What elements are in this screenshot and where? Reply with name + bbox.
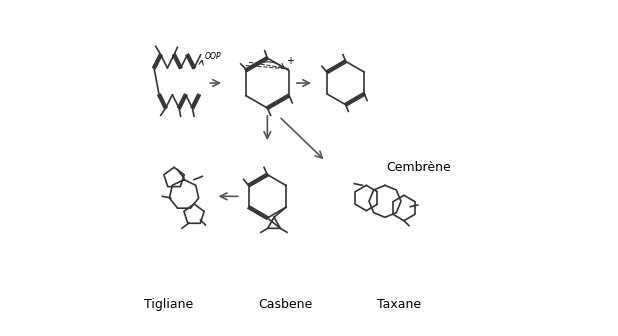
Text: Taxane: Taxane (377, 298, 421, 311)
Text: Tigliane: Tigliane (145, 298, 193, 311)
Text: Casbene: Casbene (258, 298, 313, 311)
Text: +: + (286, 56, 294, 66)
Text: OOP: OOP (205, 52, 221, 61)
Text: Cembrène: Cembrène (387, 161, 451, 174)
